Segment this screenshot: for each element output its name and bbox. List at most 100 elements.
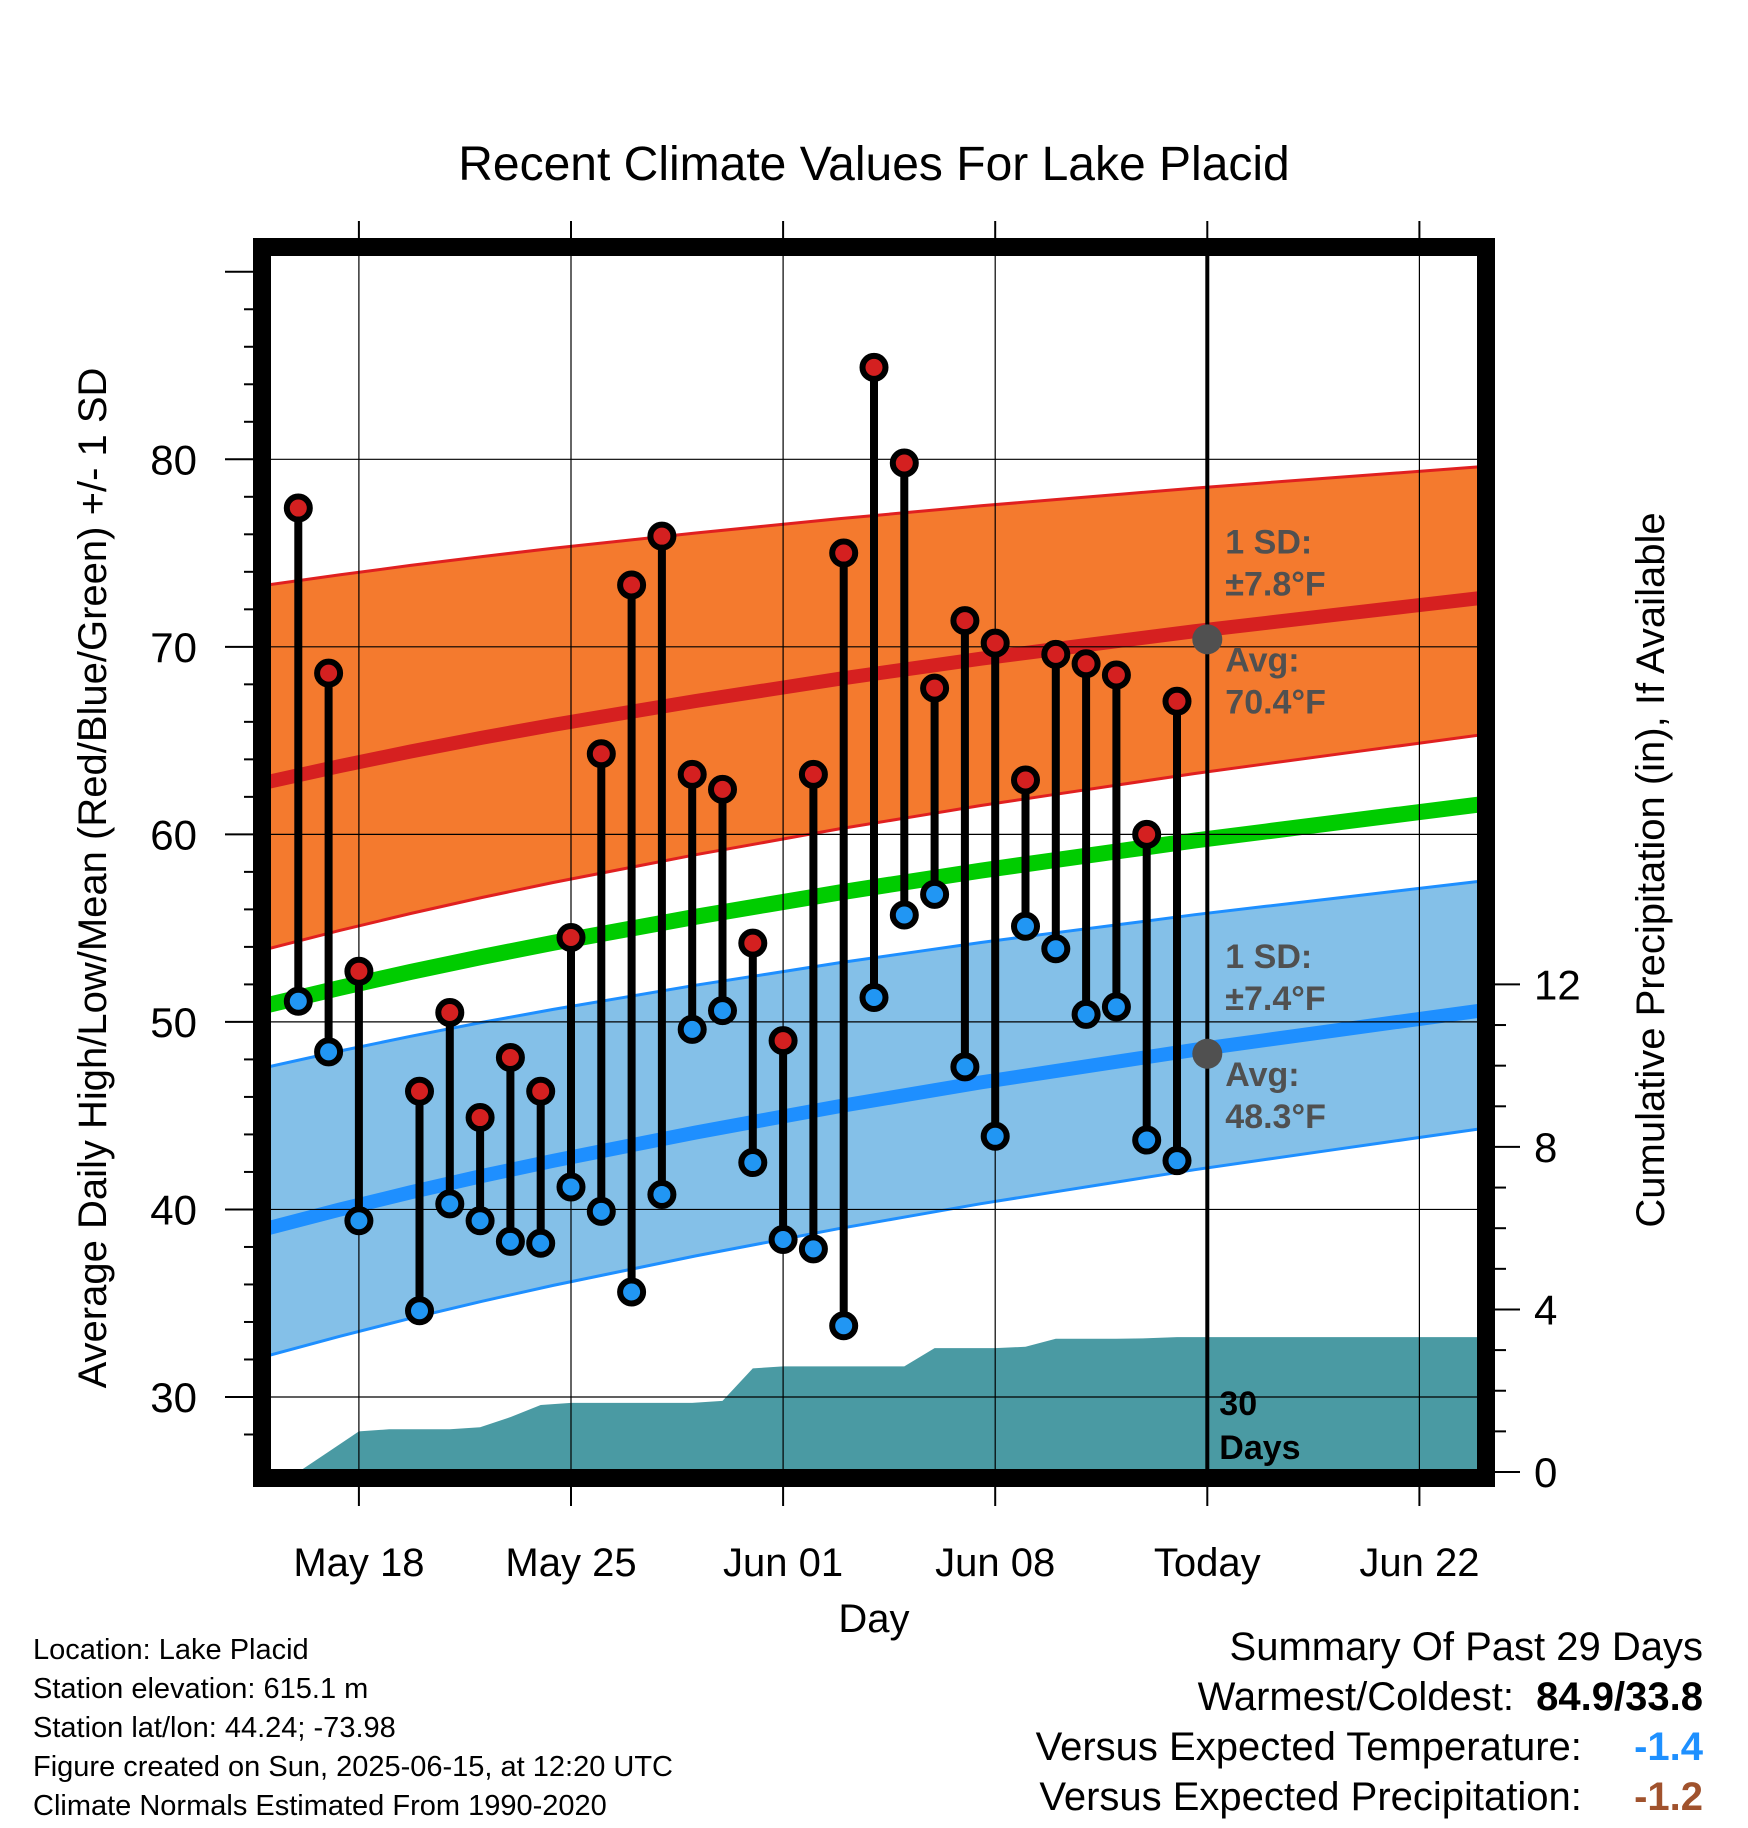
high-sd-annotation: ±7.8°F	[1225, 565, 1325, 603]
observed-high-point	[708, 774, 737, 804]
observed-high-point	[526, 1076, 556, 1106]
observed-low-point	[465, 1206, 495, 1236]
observed-high-point	[617, 570, 647, 600]
x-tick-label: Jun 22	[1359, 1541, 1479, 1585]
chart-title: Recent Climate Values For Lake Placid	[458, 138, 1290, 191]
observed-high-point	[495, 1043, 525, 1073]
observed-low-point	[1071, 999, 1101, 1029]
observed-high-point	[344, 956, 374, 986]
summary-warmest-coldest-value: 84.9/33.8	[1536, 1675, 1703, 1719]
observed-high-point	[405, 1076, 434, 1106]
observed-high-point	[1071, 649, 1101, 679]
summary-temperature-label: Versus Expected Temperature:	[1035, 1725, 1582, 1769]
observed-low-point	[617, 1277, 647, 1307]
y-tick-label: 50	[150, 999, 197, 1046]
high-sd-annotation: 1 SD:	[1225, 523, 1312, 561]
plot-body	[268, 253, 1480, 1472]
y-tick-label: 30	[150, 1374, 197, 1421]
observed-low-point	[980, 1121, 1010, 1151]
today-days-label: Days	[1219, 1429, 1300, 1467]
today-low-avg-marker	[1192, 1038, 1223, 1069]
summary-precipitation-value: -1.2	[1634, 1775, 1703, 1819]
y-tick-label: 70	[150, 624, 197, 671]
low-avg-annotation: 48.3°F	[1225, 1098, 1326, 1136]
footer-location: Location: Lake Placid	[33, 1634, 309, 1666]
observed-high-point	[768, 1026, 798, 1056]
summary-temperature: Versus Expected Temperature: -1.4	[1036, 1722, 1703, 1772]
observed-high-point	[1011, 765, 1040, 795]
y2-axis-label: Cumulative Precipitation (in), If Availa…	[1629, 512, 1673, 1227]
observed-high-point	[950, 606, 980, 636]
observed-low-point	[829, 1311, 859, 1341]
observed-high-point	[829, 538, 859, 568]
low-avg-annotation: Avg:	[1225, 1056, 1299, 1094]
plot-frame	[253, 238, 1495, 1487]
y2-tick-label: 0	[1534, 1449, 1557, 1496]
observed-low-point	[495, 1226, 525, 1256]
observed-high-point	[1162, 686, 1192, 716]
observed-low-point	[708, 996, 737, 1026]
observed-low-point	[647, 1179, 677, 1209]
observed-high-point	[1132, 819, 1162, 849]
observed-low-point	[405, 1296, 434, 1326]
observed-low-point	[314, 1037, 344, 1067]
observed-high-point	[677, 759, 707, 789]
x-axis-label: Day	[838, 1597, 909, 1641]
observed-low-point	[435, 1189, 465, 1219]
observed-low-point	[738, 1148, 768, 1178]
observed-high-point	[1101, 660, 1131, 690]
low-sd-annotation: 1 SD:	[1225, 938, 1312, 976]
footer-latlon: Station lat/lon: 44.24; -73.98	[33, 1712, 396, 1744]
observed-low-point	[798, 1234, 828, 1264]
observed-low-point	[1041, 934, 1071, 964]
observed-low-point	[920, 879, 950, 909]
observed-low-point	[1162, 1146, 1192, 1176]
observed-low-point	[950, 1052, 980, 1082]
observed-low-point	[1101, 992, 1131, 1022]
y2-tick-label: 12	[1534, 961, 1581, 1008]
y-tick-label: 80	[150, 436, 197, 483]
normal-low-line	[268, 1003, 1480, 1235]
high-avg-annotation: Avg:	[1225, 641, 1299, 679]
today-days-label: 30	[1219, 1385, 1257, 1423]
observed-high-point	[556, 923, 586, 953]
observed-low-point	[344, 1206, 374, 1236]
observed-high-point	[1041, 639, 1071, 669]
observed-low-point	[1132, 1125, 1162, 1155]
observed-high-point	[980, 628, 1010, 658]
low-sd-band-lower-edge	[268, 1127, 1480, 1358]
low-sd-annotation: ±7.4°F	[1225, 980, 1325, 1018]
x-tick-label: Jun 08	[935, 1541, 1055, 1585]
summary-warmest-coldest: Warmest/Coldest: 84.9/33.8	[1198, 1672, 1703, 1722]
observed-high-point	[798, 759, 828, 789]
observed-low-point	[526, 1228, 556, 1258]
y2-tick-label: 8	[1534, 1124, 1557, 1171]
precip-area	[298, 1337, 1480, 1472]
summary-temperature-value: -1.4	[1634, 1725, 1703, 1769]
y-tick-label: 40	[150, 1186, 197, 1233]
y-axis-label: Average Daily High/Low/Mean (Red/Blue/Gr…	[71, 368, 115, 1389]
observed-high-point	[738, 928, 768, 958]
observed-low-point	[677, 1014, 707, 1044]
observed-high-point	[859, 352, 889, 382]
observed-high-point	[283, 493, 313, 523]
observed-low-point	[768, 1224, 798, 1254]
y-tick-label: 60	[150, 811, 197, 858]
high-avg-annotation: 70.4°F	[1225, 683, 1326, 721]
y2-tick-label: 4	[1534, 1286, 1557, 1333]
observed-low-point	[859, 983, 889, 1013]
observed-high-point	[465, 1103, 495, 1133]
x-tick-label: Jun 01	[723, 1541, 843, 1585]
x-tick-label: May 25	[505, 1541, 636, 1585]
observed-low-point	[283, 986, 313, 1016]
observed-high-point	[920, 673, 950, 703]
summary-precipitation-label: Versus Expected Precipitation:	[1039, 1775, 1582, 1819]
observed-low-point	[586, 1196, 616, 1226]
observed-low-point	[1011, 911, 1040, 941]
plot-area: 1 SD: ±7.8°F Avg: 70.4°F 1 SD: ±7.4°F Avg: 48.3…	[150, 221, 1581, 1585]
observed-high-point	[889, 448, 919, 478]
summary-warmest-coldest-label: Warmest/Coldest:	[1197, 1675, 1514, 1719]
observed-high-point	[647, 521, 677, 551]
footer-created: Figure created on Sun, 2025-06-15, at 12…	[33, 1751, 673, 1783]
